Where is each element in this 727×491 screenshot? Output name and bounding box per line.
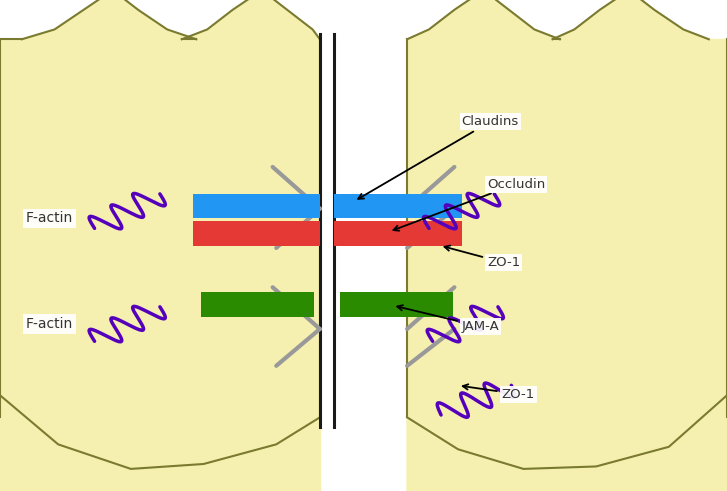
Polygon shape [182,0,320,39]
Text: Claudins: Claudins [358,115,519,199]
Bar [334,221,462,246]
Bar [201,292,314,317]
Polygon shape [407,39,727,491]
Bar [193,221,320,246]
Bar [334,194,462,218]
Polygon shape [407,395,727,491]
Text: F-actin: F-actin [26,317,73,331]
Polygon shape [0,395,320,491]
Text: ZO-1: ZO-1 [444,246,521,269]
Bar [340,292,453,317]
Polygon shape [407,0,560,39]
Text: F-actin: F-actin [26,212,73,225]
Text: JAM-A: JAM-A [397,305,499,333]
Text: Occludin: Occludin [393,178,545,231]
Polygon shape [0,39,320,491]
Polygon shape [553,0,709,39]
Bar [193,194,320,218]
Polygon shape [22,0,196,39]
Text: ZO-1: ZO-1 [463,384,535,401]
